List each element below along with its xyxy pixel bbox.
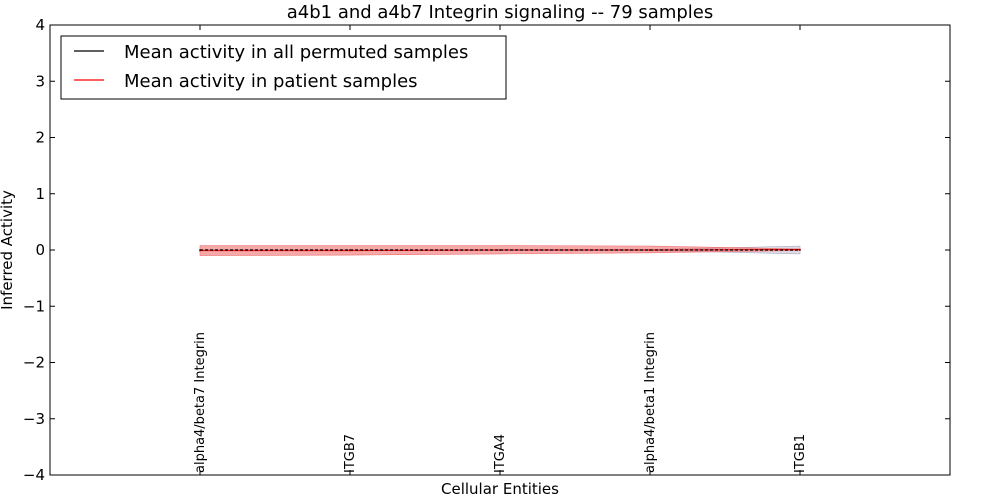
y-tick-label: 0 [35, 241, 45, 259]
point-permuted [349, 249, 351, 251]
y-tick-label: 2 [35, 129, 45, 147]
y-tick-label: 3 [35, 72, 45, 90]
y-tick-label: −4 [23, 466, 45, 484]
x-category-label: ITGA4 [493, 434, 508, 473]
x-category-label: ITGB7 [343, 434, 358, 473]
x-category-label: alpha4/beta7 Integrin [193, 332, 208, 473]
chart-title: a4b1 and a4b7 Integrin signaling -- 79 s… [287, 2, 714, 23]
x-axis-label: Cellular Entities [441, 480, 559, 498]
y-tick-label: 1 [35, 185, 45, 203]
legend-label-patient: Mean activity in patient samples [124, 71, 418, 92]
y-tick-label: −2 [23, 354, 45, 372]
y-tick-label: −1 [23, 297, 45, 315]
point-permuted [199, 249, 201, 251]
x-category-label: ITGB1 [793, 434, 808, 473]
point-permuted [649, 249, 651, 251]
x-category-label: alpha4/beta1 Integrin [643, 332, 658, 473]
point-permuted [799, 249, 801, 251]
point-permuted [499, 249, 501, 251]
y-tick-label: −3 [23, 410, 45, 428]
legend: Mean activity in all permuted samples Me… [60, 35, 507, 100]
series-lines [199, 248, 801, 252]
y-axis: 4 3 2 1 0 −1 −2 −3 −4 [23, 16, 950, 484]
legend-label-permuted: Mean activity in all permuted samples [124, 42, 468, 63]
x-axis: alpha4/beta7 Integrin ITGB7 ITGA4 alpha4/be… [193, 25, 808, 475]
y-axis-label: Inferred Activity [0, 190, 16, 310]
plot-area: 4 3 2 1 0 −1 −2 −3 −4 alpha4/beta7 Integrin ITGB7… [23, 16, 951, 484]
y-tick-label: 4 [35, 16, 45, 34]
legend-box [60, 35, 507, 100]
